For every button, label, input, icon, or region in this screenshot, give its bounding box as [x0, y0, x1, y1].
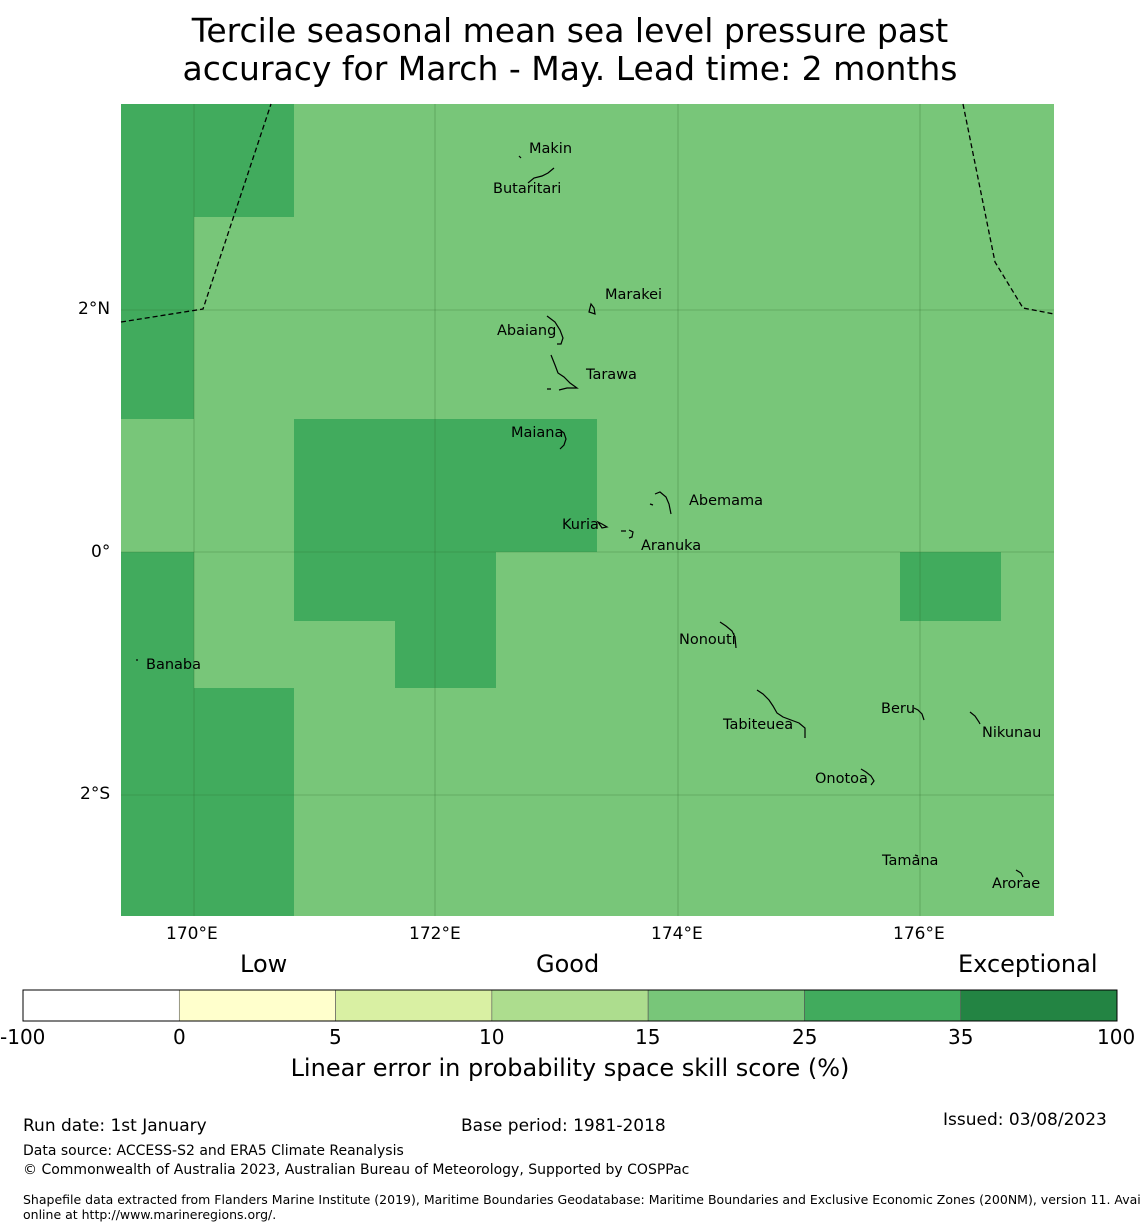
place-label-beru: Beru — [881, 701, 916, 717]
lon-label-172e: 172°E — [409, 924, 461, 944]
place-label-nikunau: Nikunau — [982, 725, 1042, 741]
island-maiana — [559, 429, 567, 450]
colorbar-tick: 10 — [479, 1025, 505, 1049]
place-label-abaiang: Abaiang — [497, 323, 557, 339]
place-label-aranuka: Aranuka — [641, 538, 702, 554]
run-date: Run date: 1st January — [23, 1116, 207, 1136]
island-nonouti — [719, 621, 737, 649]
island-marakei — [588, 302, 596, 315]
eez-boundary-east — [962, 103, 1055, 315]
place-label-tamana: Tamana — [882, 853, 939, 869]
place-label-marakei: Marakei — [605, 287, 663, 303]
colorbar-segment — [335, 989, 493, 1022]
island-abemama — [649, 491, 672, 515]
place-label-nonouti: Nonouti — [679, 632, 736, 648]
island-beru — [913, 707, 925, 721]
colorbar-segment — [178, 989, 336, 1022]
skill-cell — [121, 552, 194, 688]
island-butaritari — [527, 167, 555, 184]
skill-cell — [294, 552, 496, 621]
island-makin — [518, 155, 522, 159]
skill-cell — [121, 217, 194, 419]
place-label-maiana: Maiana — [511, 425, 564, 441]
colorbar-segment — [960, 989, 1118, 1022]
graticule — [121, 104, 1054, 916]
skill-cell — [900, 552, 1001, 621]
colorbar-segment — [491, 989, 649, 1022]
colorbar — [22, 989, 1118, 1022]
colorbar-segment — [804, 989, 962, 1022]
skill-cell — [121, 688, 294, 916]
copyright: © Commonwealth of Australia 2023, Austra… — [23, 1162, 690, 1178]
colorbar-segment — [647, 989, 805, 1022]
skill-map — [120, 103, 1055, 916]
place-label-makin: Makin — [529, 141, 573, 157]
lat-label-2s: 2°S — [80, 784, 111, 804]
colorbar-boxes — [22, 989, 1118, 1022]
colorbar-tick: 0 — [173, 1025, 186, 1049]
colorbar-segment — [22, 989, 180, 1022]
lat-label-0: 0° — [91, 542, 111, 562]
island-aranuka — [621, 529, 634, 539]
place-label-banaba: Banaba — [146, 657, 201, 673]
place-label-arorae: Arorae — [992, 876, 1041, 892]
lon-label-176e: 176°E — [893, 924, 945, 944]
place-label-tarawa: Tarawa — [586, 367, 637, 383]
island-onotoa — [860, 768, 875, 786]
base-period: Base period: 1981-2018 — [461, 1116, 666, 1136]
issued-date: Issued: 03/08/2023 — [943, 1110, 1107, 1130]
island-arorae — [1015, 869, 1024, 878]
title-line-1: Tercile seasonal mean sea level pressure… — [191, 11, 949, 50]
island-kuria — [596, 520, 609, 529]
colorbar-tick: 5 — [329, 1025, 342, 1049]
skill-cell — [395, 621, 496, 688]
place-label-onotoa: Onotoa — [815, 771, 868, 787]
lat-label-2n: 2°N — [78, 299, 111, 319]
island-outlines — [136, 155, 1024, 878]
colorbar-category-good: Good — [536, 950, 600, 978]
lon-label-174e: 174°E — [651, 924, 703, 944]
colorbar-frame — [22, 989, 1118, 1022]
place-label-abemama: Abemama — [689, 493, 764, 509]
skill-cell — [121, 104, 294, 217]
eez-boundary-west — [120, 103, 272, 323]
colorbar-tick: 100 — [1097, 1025, 1136, 1049]
eez-boundaries — [120, 103, 1055, 323]
shapefile-credit-line-1: Shapefile data extracted from Flanders M… — [23, 1192, 1140, 1207]
place-label-tabiteuea: Tabiteuea — [723, 717, 794, 733]
title-line-2: accuracy for March - May. Lead time: 2 m… — [182, 49, 958, 88]
colorbar-tick: 35 — [948, 1025, 974, 1049]
colorbar-tick: 15 — [635, 1025, 661, 1049]
place-label-kuria: Kuria — [562, 517, 599, 533]
shapefile-credit-line-2: online at http://www.marineregions.org/. — [23, 1207, 277, 1222]
skill-cell — [294, 419, 597, 552]
chart-title: Tercile seasonal mean sea level pressure… — [0, 12, 1140, 88]
island-tabiteuea — [756, 689, 806, 738]
island-abaiang — [546, 315, 564, 345]
island-nikunau — [969, 711, 981, 725]
colorbar-tick: 25 — [792, 1025, 818, 1049]
colorbar-category-exceptional: Exceptional — [958, 950, 1098, 978]
colorbar-tick: -100 — [0, 1025, 46, 1049]
data-source: Data source: ACCESS-S2 and ERA5 Climate … — [23, 1143, 404, 1159]
colorbar-label: Linear error in probability space skill … — [290, 1054, 850, 1082]
skill-cells-high — [121, 104, 1001, 916]
island-tamana — [914, 854, 919, 857]
place-label-butaritari: Butaritari — [493, 181, 562, 197]
shapefile-credit: Shapefile data extracted from Flanders M… — [23, 1192, 1140, 1222]
island-tarawa — [547, 354, 579, 391]
lon-label-170e: 170°E — [166, 924, 218, 944]
colorbar-category-low: Low — [240, 950, 288, 978]
